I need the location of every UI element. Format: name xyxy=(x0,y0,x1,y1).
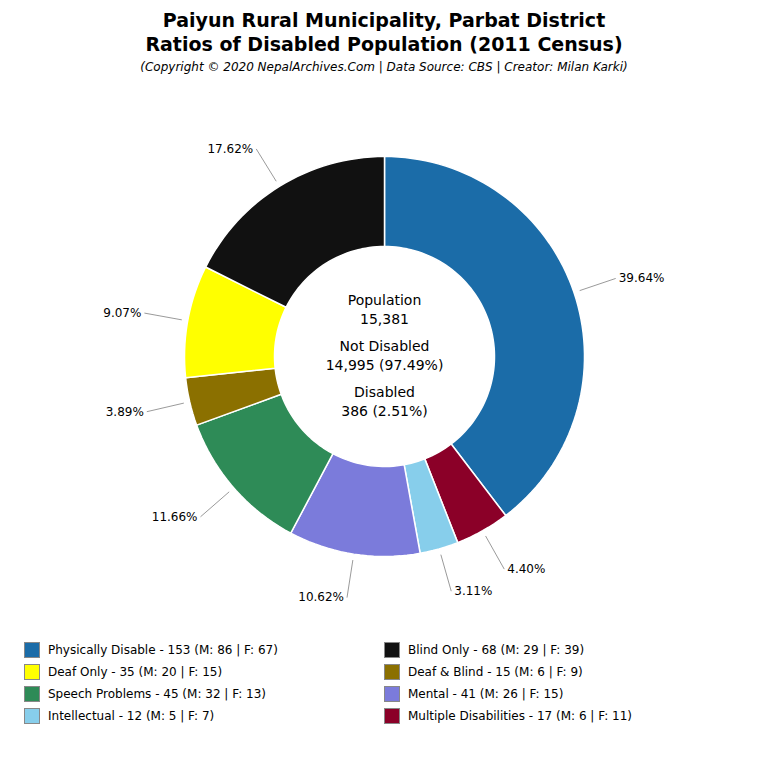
svg-text:15,381: 15,381 xyxy=(360,311,409,327)
html-text:Deaf & Blind - 15 (M: 6 | F: 9: Deaf & Blind - 15 (M: 6 | F: 9) xyxy=(408,665,583,679)
svg-text:3.11%: 3.11% xyxy=(454,584,492,598)
svg-text:Disabled: Disabled xyxy=(354,384,415,400)
html-text:(Copyright © 2020 NepalArchive: (Copyright © 2020 NepalArchives.Com | Da… xyxy=(140,60,628,74)
html-text:Multiple Disabilities - 17 (M:: Multiple Disabilities - 17 (M: 6 | F: 11… xyxy=(408,709,632,723)
svg-text:Not Disabled: Not Disabled xyxy=(340,338,430,354)
svg-text:11.66%: 11.66% xyxy=(152,510,198,524)
html-text:Speech Problems - 45 (M: 32 |: Speech Problems - 45 (M: 32 | F: 13) xyxy=(48,687,266,701)
html-text:Paiyun Rural Municipality, Par: Paiyun Rural Municipality, Parbat Distri… xyxy=(162,9,606,31)
html-text:Mental - 41 (M: 26 | F: 15): Mental - 41 (M: 26 | F: 15) xyxy=(408,687,564,701)
html-text:Blind Only - 68 (M: 29 | F: 39: Blind Only - 68 (M: 29 | F: 39) xyxy=(408,643,585,657)
html-text:Intellectual - 12 (M: 5 | F: 7: Intellectual - 12 (M: 5 | F: 7) xyxy=(48,709,215,723)
html-text:Deaf Only - 35 (M: 20 | F: 15): Deaf Only - 35 (M: 20 | F: 15) xyxy=(48,665,223,679)
html-text:Ratios of Disabled Population: Ratios of Disabled Population (2011 Cens… xyxy=(145,33,623,55)
svg-text:14,995 (97.49%): 14,995 (97.49%) xyxy=(326,357,444,373)
svg-text:39.64%: 39.64% xyxy=(619,271,665,285)
svg-text:4.40%: 4.40% xyxy=(507,562,545,576)
svg-text:9.07%: 9.07% xyxy=(103,306,141,320)
svg-text:3.89%: 3.89% xyxy=(106,405,144,419)
svg-text:386 (2.51%): 386 (2.51%) xyxy=(341,403,428,419)
html-text:Physically Disable - 153 (M: 8: Physically Disable - 153 (M: 86 | F: 67) xyxy=(48,643,278,657)
svg-text:Population: Population xyxy=(348,292,422,308)
svg-text:10.62%: 10.62% xyxy=(298,590,344,604)
svg-text:17.62%: 17.62% xyxy=(207,142,253,156)
